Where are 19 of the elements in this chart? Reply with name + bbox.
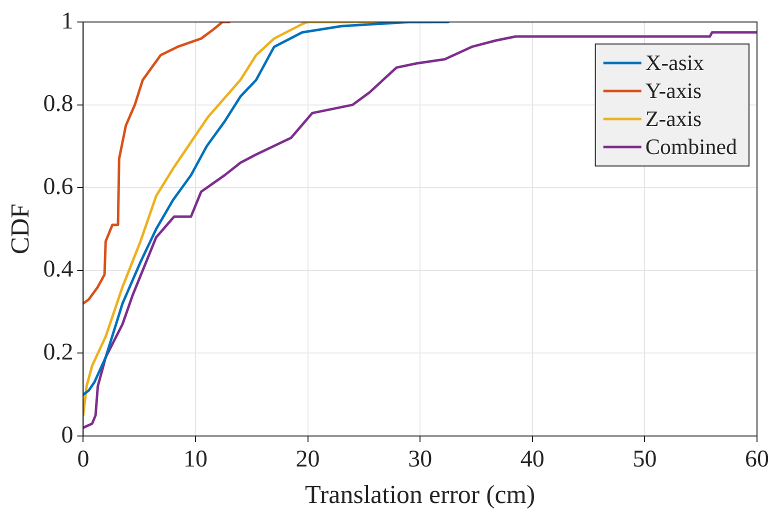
legend-label: Y-axis (645, 78, 702, 103)
y-tick-label: 0.2 (43, 339, 74, 366)
x-tick-label: 20 (296, 446, 320, 473)
x-tick-label: 10 (184, 446, 208, 473)
y-axis-title: CDF (5, 204, 34, 254)
x-axis-title: Translation error (cm) (305, 480, 536, 510)
legend-label: Combined (645, 134, 738, 159)
legend-label: X-asix (645, 50, 704, 75)
legend-label: Z-axis (645, 106, 702, 131)
x-tick-label: 60 (745, 446, 769, 473)
x-tick-label: 30 (408, 446, 432, 473)
y-tick-label: 0.6 (43, 174, 74, 200)
y-tick-label: 0 (61, 422, 74, 448)
x-tick-label: 40 (520, 446, 544, 473)
x-tick-label: 50 (632, 446, 657, 473)
y-tick-label: 0.8 (43, 91, 74, 118)
x-tick-label: 0 (77, 446, 90, 473)
y-tick-label: 0.4 (43, 256, 74, 283)
y-tick-label: 1 (61, 8, 74, 34)
